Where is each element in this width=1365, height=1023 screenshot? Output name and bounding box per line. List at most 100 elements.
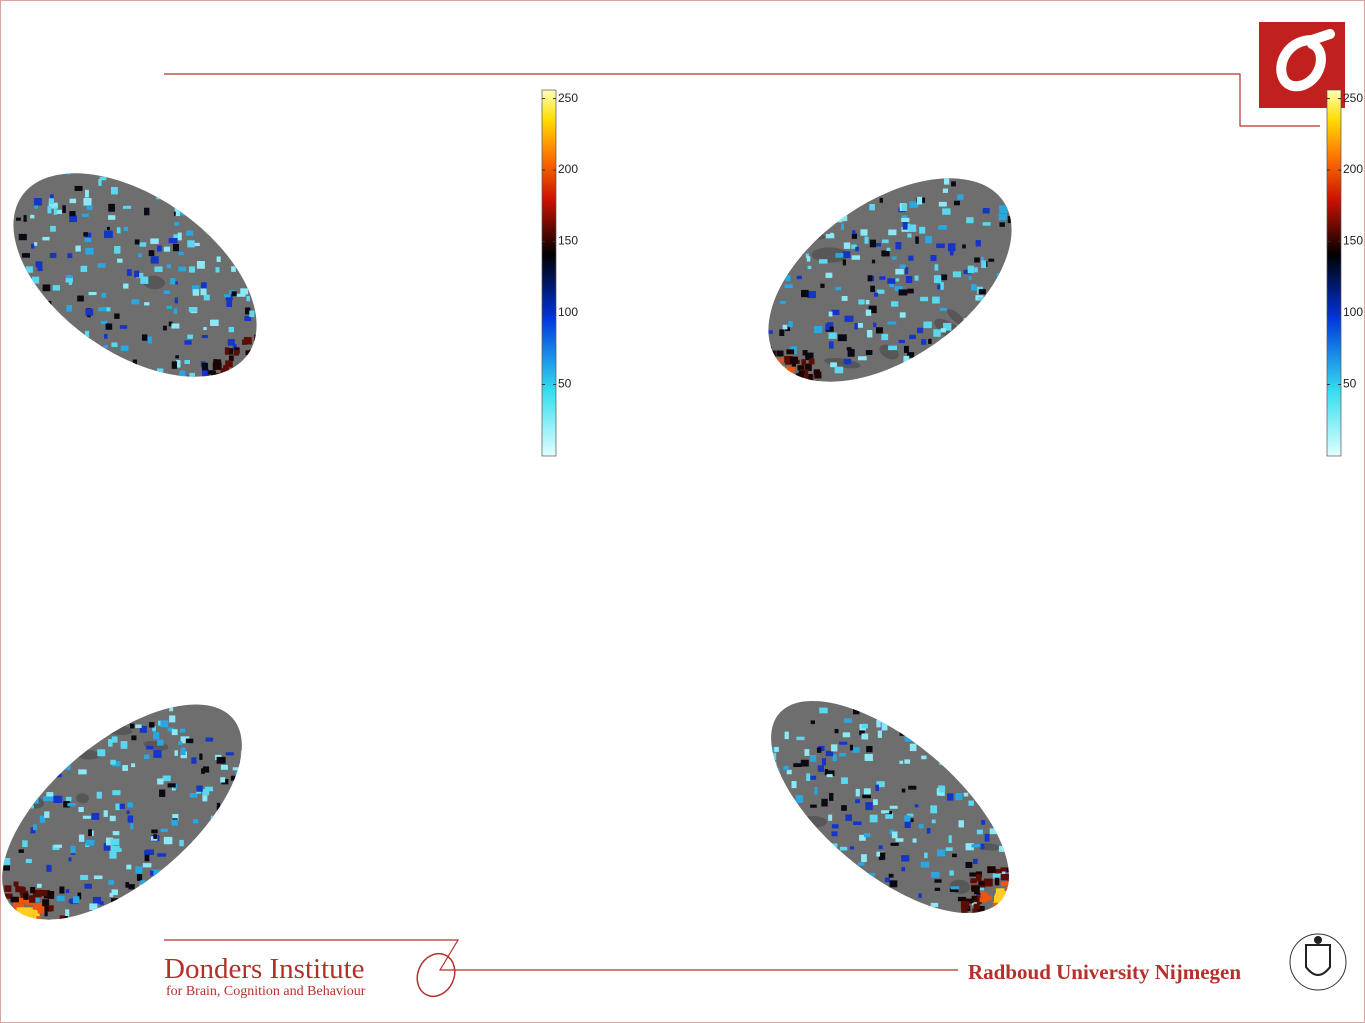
activation-spot <box>104 353 110 361</box>
sulcus <box>493 341 511 359</box>
sulcus <box>1002 460 1019 490</box>
sulcus <box>751 722 769 742</box>
sulcus <box>337 93 356 112</box>
activation-spot <box>799 191 805 195</box>
activation-spot <box>134 239 140 245</box>
activation-spot <box>225 811 230 819</box>
activation-spot <box>119 325 128 329</box>
sulcus <box>558 724 576 742</box>
hot-spot <box>30 933 35 940</box>
activation-spot <box>999 205 1008 214</box>
activation-spot <box>945 724 954 730</box>
activation-spot <box>971 338 976 343</box>
activation-spot <box>842 259 846 266</box>
sulcus <box>94 27 110 38</box>
activation-spot <box>803 871 809 876</box>
activation-spot <box>974 267 978 273</box>
activation-spot <box>25 858 32 864</box>
activation-spot <box>103 344 108 348</box>
activation-spot <box>88 829 92 837</box>
activation-spot <box>41 753 45 760</box>
hot-spot <box>23 907 32 912</box>
activation-spot <box>812 213 819 219</box>
activation-spot <box>105 696 114 701</box>
activation-spot <box>80 874 89 880</box>
activation-spot <box>92 896 102 904</box>
activation-spot <box>192 819 199 824</box>
sulcus <box>850 419 869 424</box>
activation-spot <box>152 726 156 732</box>
activation-spot <box>65 715 74 719</box>
activation-spot <box>975 240 981 247</box>
activation-spot <box>839 741 848 745</box>
hot-spot <box>248 364 257 371</box>
sulcus <box>411 542 425 570</box>
activation-spot <box>857 323 864 328</box>
activation-spot <box>239 776 247 783</box>
activation-spot <box>859 728 865 736</box>
activation-spot <box>866 745 873 753</box>
activation-spot <box>261 294 266 299</box>
sulcus <box>413 666 429 704</box>
activation-spot <box>826 322 834 327</box>
hot-spot <box>12 935 21 942</box>
activation-spot <box>65 889 70 893</box>
hot-spot <box>1022 911 1029 918</box>
activation-spot <box>65 278 73 283</box>
activation-spot <box>126 810 130 815</box>
sulcus <box>638 905 660 933</box>
activation-spot <box>260 263 265 272</box>
activation-spot <box>842 251 851 259</box>
hot-spot <box>268 357 275 365</box>
hot-spot <box>792 395 800 403</box>
hot-spot <box>994 895 1001 902</box>
activation-spot <box>828 341 834 349</box>
activation-spot <box>894 286 903 292</box>
hot-spot <box>264 345 273 353</box>
activation-spot <box>858 299 865 305</box>
activation-spot <box>769 232 777 241</box>
activation-spot <box>888 688 897 692</box>
activation-spot <box>951 853 957 858</box>
sulcus <box>822 2 836 17</box>
activation-spot <box>930 805 938 814</box>
activation-spot <box>127 802 134 808</box>
hot-spot <box>245 350 252 356</box>
activation-spot <box>62 205 66 213</box>
activation-spot <box>901 788 906 793</box>
hot-spot <box>1001 881 1010 886</box>
hot-spot <box>1007 879 1016 887</box>
activation-spot <box>853 821 862 825</box>
activation-spot <box>233 853 241 862</box>
hot-spot <box>261 362 269 371</box>
activation-spot <box>816 838 824 846</box>
hot-spot <box>42 926 52 931</box>
activation-spot <box>48 300 52 307</box>
activation-spot <box>772 827 779 831</box>
sulcus <box>142 275 166 290</box>
hot-spot <box>1042 898 1044 907</box>
activation-spot <box>191 867 198 871</box>
activation-spot <box>906 813 914 817</box>
activation-spot <box>150 238 159 244</box>
activation-spot <box>82 213 89 217</box>
activation-spot <box>160 828 168 833</box>
activation-spot <box>933 329 941 337</box>
activation-spot <box>793 763 802 768</box>
activation-spot <box>890 842 899 846</box>
activation-spot <box>875 327 883 334</box>
activation-spot <box>52 285 61 291</box>
activation-spot <box>156 368 164 374</box>
hot-spot <box>214 374 219 379</box>
activation-spot <box>950 886 960 890</box>
activation-spot <box>832 754 837 762</box>
activation-spot <box>202 795 208 802</box>
activation-spot <box>780 216 787 222</box>
activation-spot <box>998 213 1007 221</box>
hot-spot <box>1004 891 1011 896</box>
hot-spot <box>259 382 264 390</box>
activation-spot <box>184 880 191 889</box>
activation-spot <box>834 366 844 374</box>
activation-spot <box>1005 759 1012 766</box>
